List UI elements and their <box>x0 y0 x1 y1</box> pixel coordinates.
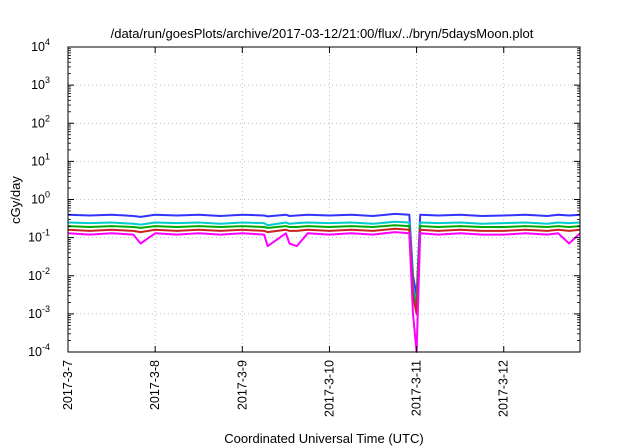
y-tick-exponent: 4 <box>45 37 50 47</box>
x-tick-label: 2017-3-11 <box>410 360 424 416</box>
y-tick-exponent: -3 <box>42 304 50 314</box>
y-tick-base: 10 <box>28 307 42 321</box>
y-tick-base: 10 <box>31 193 45 207</box>
y-tick-label: 103 <box>31 75 50 92</box>
y-tick-label: 10-4 <box>28 342 50 359</box>
series-layer <box>67 212 581 353</box>
y-tick-exponent: 3 <box>45 75 50 85</box>
chart-title: /data/run/goesPlots/archive/2017-03-12/2… <box>111 26 534 41</box>
y-tick-label: 101 <box>31 151 50 168</box>
y-tick-base: 10 <box>31 78 45 92</box>
y-tick-exponent: -2 <box>42 266 50 276</box>
series-line-4 <box>67 227 581 315</box>
x-axis-label: Coordinated Universal Time (UTC) <box>224 431 423 446</box>
y-tick-base: 10 <box>31 40 45 54</box>
y-tick-base: 10 <box>28 269 42 283</box>
y-tick-exponent: -1 <box>42 228 50 238</box>
y-tick-label: 10-1 <box>28 228 50 245</box>
x-tick-label: 2017-3-12 <box>497 360 511 417</box>
y-tick-label: 10-3 <box>28 304 50 321</box>
series-line-1 <box>67 212 581 297</box>
series-line-5 <box>67 231 581 353</box>
y-tick-label: 100 <box>31 190 50 207</box>
y-tick-label: 10-2 <box>28 266 50 283</box>
x-tick-label: 2017-3-10 <box>322 360 336 417</box>
y-tick-exponent: -4 <box>42 342 50 352</box>
x-tick-label: 2017-3-9 <box>235 360 249 410</box>
y-tick-base: 10 <box>28 231 42 245</box>
y-axis-label: cGy/day <box>8 176 23 224</box>
y-tick-exponent: 0 <box>45 190 50 200</box>
y-tick-label: 102 <box>31 113 50 130</box>
x-tick-label: 2017-3-7 <box>61 360 75 410</box>
series-line-3 <box>67 224 581 309</box>
y-tick-base: 10 <box>28 345 42 359</box>
y-tick-base: 10 <box>31 154 45 168</box>
x-axis: 2017-3-7 2017-3-8 2017-3-9 2017-3-10 2017-3-… <box>61 47 511 417</box>
series-line-2 <box>67 220 581 304</box>
y-tick-exponent: 1 <box>45 151 50 161</box>
y-tick-exponent: 2 <box>45 113 50 123</box>
y-tick-label: 104 <box>31 37 50 54</box>
x-tick-label: 2017-3-8 <box>148 360 162 410</box>
grid <box>68 47 580 352</box>
y-tick-base: 10 <box>31 116 45 130</box>
